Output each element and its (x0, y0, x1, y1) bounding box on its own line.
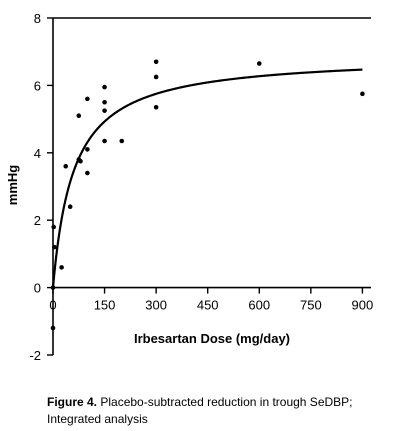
data-point (102, 99, 107, 105)
dose-response-chart: 0 150 300 450 600 750 900 -2 0 2 4 6 8 Irbesartan Do… (5, 11, 373, 363)
data-point (102, 108, 107, 113)
data-point (153, 59, 159, 65)
x-tick-label: 150 (94, 298, 116, 313)
y-tick-label: -2 (29, 348, 41, 363)
data-point (76, 113, 82, 119)
data-points (50, 59, 365, 331)
data-point (85, 96, 90, 102)
data-point (85, 147, 90, 152)
data-point (50, 285, 56, 290)
data-point (153, 74, 159, 80)
y-tick-label: 2 (34, 213, 41, 228)
data-point (50, 325, 56, 331)
figure-caption: Figure 4. Placebo-subtracted reduction i… (47, 394, 407, 428)
x-tick-label: 300 (145, 298, 167, 313)
x-tick-label: 450 (197, 298, 219, 313)
tick-labels: 0 150 300 450 600 750 900 -2 0 2 4 6 8 (29, 11, 373, 363)
data-point (85, 170, 90, 176)
y-tick-label: 4 (34, 146, 41, 161)
x-tick-label: 900 (352, 298, 374, 313)
x-tick-label: 600 (248, 298, 270, 313)
axes (52, 17, 371, 355)
data-point (67, 204, 73, 210)
y-tick-label: 8 (34, 11, 41, 26)
ticks (47, 17, 364, 356)
x-tick-label: 750 (300, 298, 322, 313)
data-point (119, 138, 125, 144)
data-point (59, 265, 64, 270)
y-axis-title: mmHg (5, 165, 20, 206)
data-point (52, 244, 57, 250)
data-point (51, 224, 56, 230)
caption-text: Placebo-subtracted reduction in trough S… (47, 395, 353, 426)
data-point (78, 158, 83, 164)
data-point (360, 91, 365, 97)
y-tick-label: 0 (34, 281, 41, 296)
data-point (153, 105, 159, 110)
y-tick-label: 6 (34, 78, 41, 93)
data-point (102, 138, 107, 144)
data-point (102, 84, 107, 90)
data-point (63, 163, 69, 169)
x-tick-label: 0 (49, 298, 56, 313)
x-axis-title: Irbesartan Dose (mg/day) (134, 331, 290, 346)
data-point (256, 61, 262, 66)
caption-label: Figure 4. (47, 395, 98, 409)
fitted-emax-curve (51, 68, 363, 288)
